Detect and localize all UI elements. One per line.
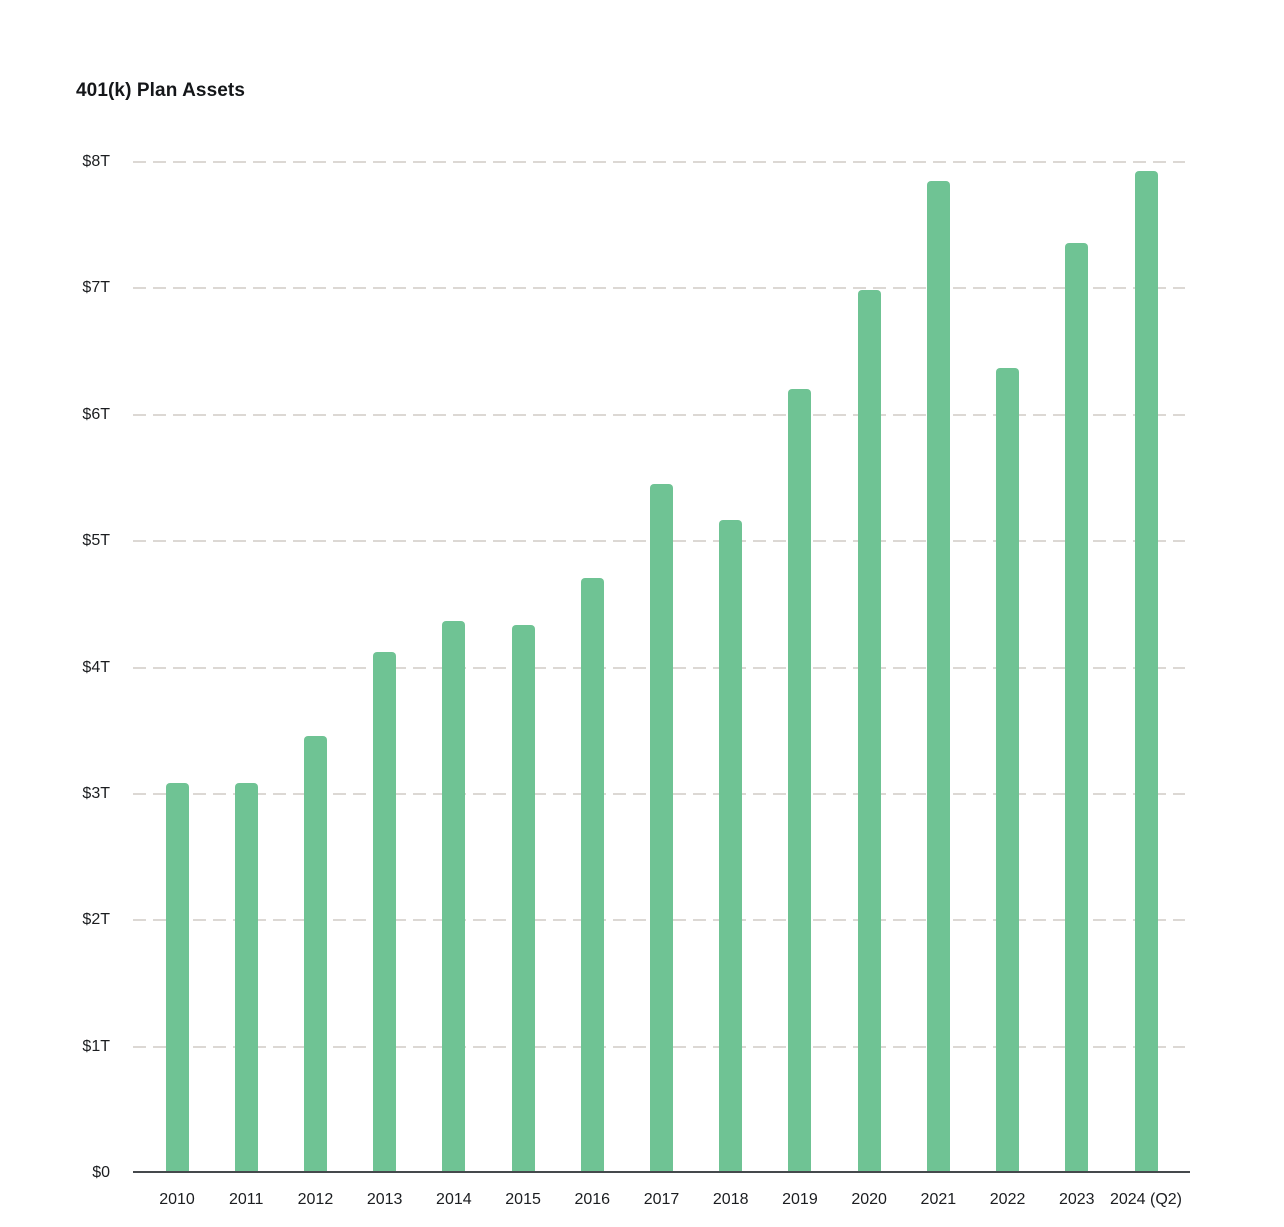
- y-tick-label-$0: $0: [92, 1164, 110, 1181]
- y-tick-label-$4T: $4T: [82, 658, 110, 676]
- y-tick-label-$5T: $5T: [82, 532, 110, 550]
- bar-2010: [165, 782, 189, 1173]
- x-tick-label-2012: 2012: [297, 1191, 334, 1208]
- bar-2012: [303, 735, 327, 1173]
- chart-title: 401(k) Plan Assets: [76, 80, 246, 101]
- gridline-$7T: [133, 287, 1185, 290]
- x-tick-label-2019: 2019: [782, 1191, 818, 1208]
- x-tick-label-2024-Q2-: 2024 (Q2): [1109, 1191, 1183, 1208]
- bar-2019: [788, 389, 812, 1173]
- bar-2020: [857, 289, 881, 1173]
- x-tick-label-2016: 2016: [574, 1191, 611, 1208]
- bar-2024-Q2-: [1134, 170, 1158, 1173]
- x-tick-label-2023: 2023: [1058, 1191, 1095, 1208]
- x-tick-label-2017: 2017: [643, 1191, 680, 1208]
- gridline-$6T: [133, 413, 1185, 416]
- x-tick-label-2015: 2015: [505, 1191, 541, 1208]
- y-tick-label-$3T: $3T: [82, 784, 110, 802]
- y-tick-label-$2T: $2T: [82, 911, 110, 929]
- gridline-$8T: [133, 161, 1185, 163]
- x-tick-label-2010: 2010: [159, 1191, 195, 1208]
- bar-2017: [650, 484, 673, 1173]
- bar-2015: [511, 624, 535, 1173]
- bar-2021: [926, 180, 950, 1173]
- x-tick-label-2022: 2022: [989, 1191, 1026, 1208]
- bar-2013: [373, 652, 397, 1173]
- x-tick-label-2013: 2013: [366, 1191, 403, 1208]
- x-tick-label-2021: 2021: [920, 1191, 957, 1208]
- bar-2022: [996, 367, 1020, 1173]
- y-tick-label-$8T: $8T: [82, 153, 110, 170]
- y-tick-label-$6T: $6T: [82, 405, 110, 423]
- y-tick-label-$7T: $7T: [82, 279, 110, 297]
- x-tick-label-2011: 2011: [229, 1191, 264, 1208]
- bar-2016: [580, 577, 604, 1173]
- y-tick-label-$1T: $1T: [82, 1037, 110, 1055]
- bar-2014: [442, 620, 466, 1173]
- x-tick-label-2014: 2014: [436, 1191, 472, 1208]
- bar-2011: [234, 782, 258, 1173]
- x-axis-line: [133, 1171, 1190, 1173]
- x-tick-label-2018: 2018: [712, 1191, 749, 1208]
- bar-2023: [1065, 242, 1089, 1173]
- x-tick-label-2020: 2020: [851, 1191, 887, 1208]
- bar-2018: [719, 519, 743, 1173]
